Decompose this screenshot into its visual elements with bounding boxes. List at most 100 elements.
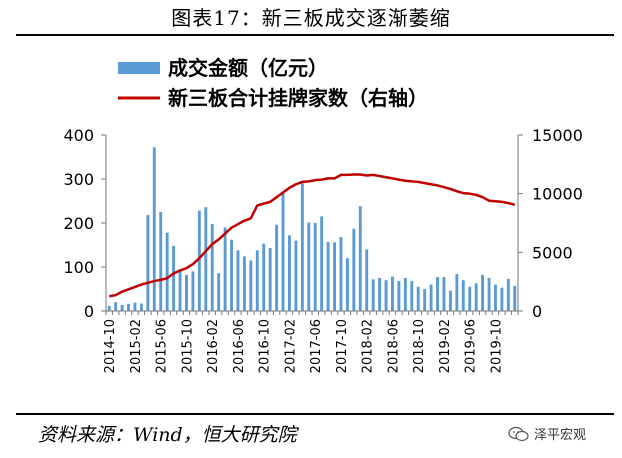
x-tick-label: 2017-10	[335, 319, 350, 373]
bar	[397, 281, 401, 311]
bar	[416, 286, 420, 311]
bar	[165, 232, 169, 311]
bar	[352, 228, 356, 311]
x-tick-label: 2018-10	[412, 319, 427, 373]
bar	[288, 235, 291, 311]
bar	[442, 277, 446, 311]
bar	[236, 250, 240, 311]
bar	[114, 302, 118, 311]
bar	[294, 240, 298, 311]
right-tick-label: 15000	[532, 126, 583, 145]
bar-series	[107, 147, 517, 311]
bar	[468, 286, 472, 311]
legend: 成交金额（亿元） 新三板合计挂牌家数（右轴）	[118, 56, 428, 110]
bar	[242, 256, 246, 311]
bar	[326, 241, 330, 311]
bar	[494, 284, 497, 311]
right-tick-label: 10000	[532, 185, 583, 204]
bar	[487, 278, 491, 311]
axes: 0 100 200 300 400 0 5000 10000 15000 2014-10 2015-…	[63, 126, 582, 373]
bar	[429, 284, 433, 311]
chart: 成交金额（亿元） 新三板合计挂牌家数（右轴） 0 100 200 300 400 0 5000…	[63, 56, 582, 373]
title-rule	[16, 34, 614, 36]
bar	[500, 287, 504, 311]
x-tick-label: 2015-02	[129, 319, 144, 373]
bar	[339, 237, 343, 311]
brand-name: 泽平宏观	[534, 428, 587, 443]
right-tick-label: 0	[532, 302, 542, 321]
bar	[255, 250, 259, 311]
bar	[159, 212, 163, 311]
x-tick-label: 2016-06	[232, 319, 247, 373]
footer-rule	[16, 413, 614, 415]
bar	[320, 216, 324, 311]
line-series	[108, 173, 516, 298]
x-tick-label: 2019-06	[464, 319, 479, 373]
bar	[204, 207, 208, 311]
bar	[300, 183, 304, 311]
bar	[185, 274, 188, 311]
bar	[133, 302, 137, 311]
bar	[378, 278, 382, 311]
bar	[384, 280, 388, 311]
x-tick-label: 2015-06	[155, 319, 170, 373]
bar	[423, 289, 427, 311]
right-tick-label: 5000	[532, 243, 573, 262]
bar	[461, 280, 465, 311]
x-tick-label: 2019-10	[489, 319, 504, 373]
bar	[365, 249, 369, 311]
bar	[178, 269, 182, 311]
left-tick-label: 400	[63, 126, 94, 145]
bar	[513, 285, 517, 311]
legend-label: 成交金额（亿元）	[168, 56, 328, 80]
bar	[436, 277, 439, 311]
bar	[481, 274, 485, 311]
bar	[223, 227, 227, 311]
x-tick-label: 2017-02	[283, 319, 298, 373]
bar	[410, 281, 414, 311]
bar	[313, 223, 317, 311]
left-tick-label: 100	[63, 258, 94, 277]
source-note: 资料来源：Wind，恒大研究院	[38, 424, 297, 446]
legend-label: 新三板合计挂牌家数（右轴）	[168, 86, 428, 110]
brand-watermark: 泽平宏观	[508, 424, 586, 443]
x-tick-label: 2017-06	[309, 319, 324, 373]
x-tick-label: 2016-02	[206, 319, 221, 373]
left-tick-label: 300	[63, 170, 94, 189]
legend-bar-swatch	[118, 62, 160, 74]
bar	[139, 303, 143, 311]
bar	[391, 276, 394, 311]
bar	[249, 260, 253, 311]
bar	[172, 245, 176, 311]
wechat-icon	[508, 426, 529, 441]
bar	[333, 242, 336, 311]
x-tick-label: 2018-02	[361, 319, 376, 373]
bar	[474, 283, 478, 311]
x-tick-label: 2015-10	[180, 319, 195, 373]
x-tick-label: 2014-10	[103, 319, 118, 373]
bar	[268, 248, 272, 311]
x-tick-label: 2016-10	[258, 319, 273, 373]
bar	[210, 223, 214, 311]
x-tick-label: 2018-06	[386, 319, 401, 373]
bar	[191, 271, 195, 311]
bar	[275, 224, 279, 311]
bar	[230, 239, 233, 311]
bar	[127, 303, 130, 311]
bar	[506, 278, 510, 311]
bar	[152, 147, 156, 311]
bar	[146, 215, 150, 311]
x-tick-label: 2019-02	[438, 319, 453, 373]
chart-title: 图表17：新三板成交逐渐萎缩	[171, 6, 451, 30]
left-tick-label: 0	[84, 302, 94, 321]
bar	[455, 274, 459, 311]
bar	[262, 243, 266, 311]
bar	[217, 273, 221, 311]
bar	[120, 304, 124, 311]
bar	[448, 290, 452, 311]
bar	[107, 305, 111, 311]
bar	[281, 192, 285, 311]
bar	[197, 210, 201, 311]
bar	[358, 206, 362, 311]
bar	[371, 279, 375, 311]
